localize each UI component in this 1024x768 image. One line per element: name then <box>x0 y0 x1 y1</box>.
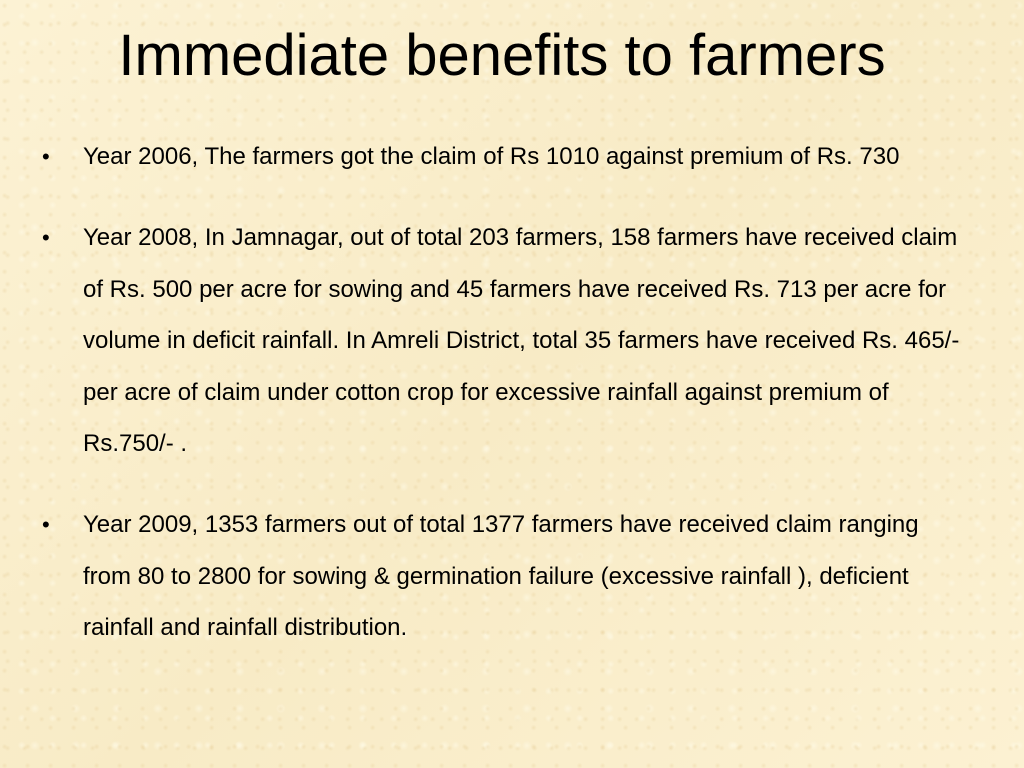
slide-title: Immediate benefits to farmers <box>118 23 886 88</box>
bullet-icon: • <box>42 225 50 251</box>
bullet-text: Year 2008, In Jamnagar, out of total 203… <box>83 224 960 458</box>
bullet-item-2009: • Year 2009, 1353 farmers out of total 1… <box>40 499 960 653</box>
bullet-item-2006: • Year 2006, The farmers got the claim o… <box>40 131 960 182</box>
bullet-item-2008: • Year 2008, In Jamnagar, out of total 2… <box>40 212 960 469</box>
bullet-text: Year 2009, 1353 farmers out of total 137… <box>83 511 919 642</box>
bullet-icon: • <box>42 144 50 169</box>
bullet-icon: • <box>42 512 50 538</box>
bullet-list: • Year 2006, The farmers got the claim o… <box>40 131 960 654</box>
bullet-text: Year 2006, The farmers got the claim of … <box>83 143 900 170</box>
